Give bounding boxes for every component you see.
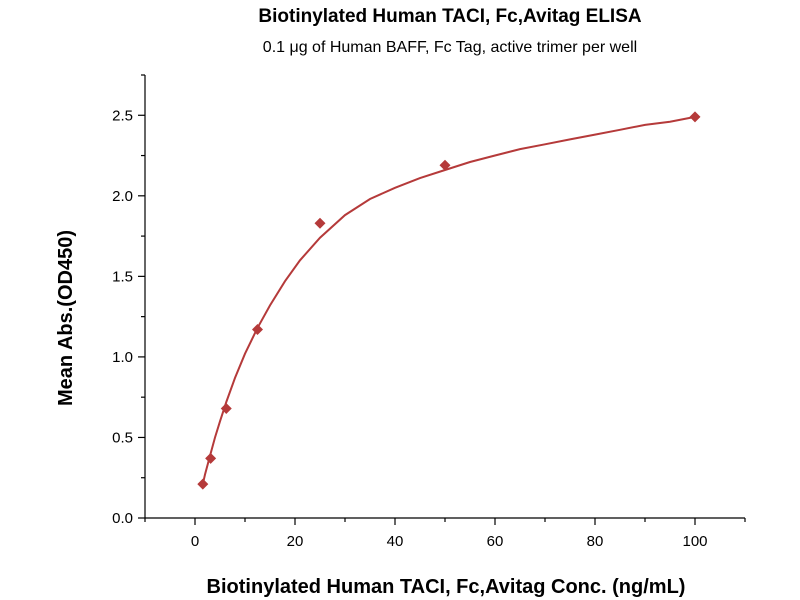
y-tick-label: 2.0 (112, 188, 133, 205)
data-point (197, 478, 209, 490)
y-axis-label: Mean Abs.(OD450) (55, 230, 77, 406)
x-tick-label: 20 (287, 533, 304, 550)
x-tick-label: 0 (191, 533, 199, 550)
y-tick-label: 2.5 (112, 107, 133, 124)
data-point (252, 324, 263, 336)
y-ticks: 0.0 0.5 1.0 1.5 2.0 2.5 (112, 74, 145, 527)
data-points (197, 111, 701, 490)
axes (144, 75, 745, 519)
fit-curve (201, 115, 696, 485)
x-tick-label: 100 (682, 533, 707, 550)
y-tick-label: 1.5 (112, 268, 133, 285)
data-point (220, 402, 232, 414)
y-tick-label: 0.0 (112, 510, 133, 527)
x-ticks: 0 20 40 60 80 100 (144, 518, 746, 550)
x-axis-label: Biotinylated Human TACI, Fc,Avitag Conc.… (207, 576, 686, 598)
chart-title: Biotinylated Human TACI, Fc,Avitag ELISA (258, 6, 641, 27)
y-tick-label: 0.5 (112, 429, 133, 446)
x-tick-label: 80 (587, 533, 604, 550)
data-point (314, 217, 326, 229)
data-point (689, 111, 701, 123)
data-point (439, 159, 451, 171)
x-tick-label: 60 (487, 533, 504, 550)
chart-subtitle: 0.1 μg of Human BAFF, Fc Tag, active tri… (263, 39, 637, 56)
data-point (205, 452, 217, 464)
x-tick-label: 40 (387, 533, 404, 550)
y-tick-label: 1.0 (112, 349, 133, 366)
